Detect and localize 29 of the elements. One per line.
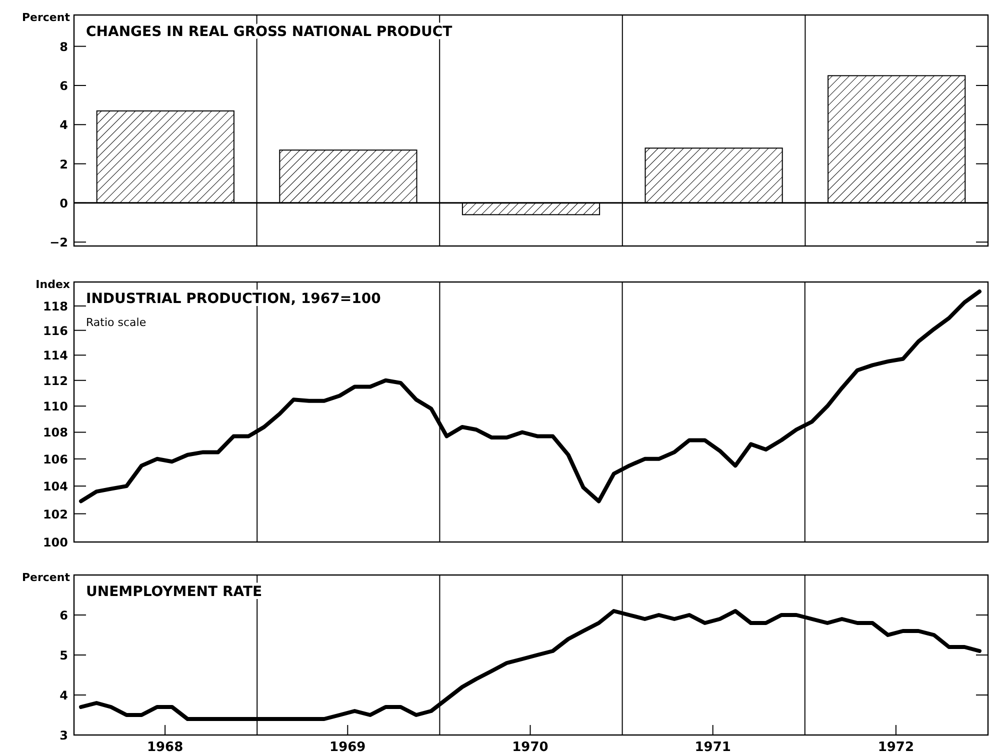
y-tick-label: −2 [50,236,68,250]
y-axis-title: Percent [22,11,70,24]
y-tick-label: 6 [60,78,68,93]
y-tick-label: 114 [42,348,68,363]
y-tick-label: 2 [60,157,68,172]
y-tick-label: 102 [42,507,68,522]
x-tick-label: 1968 [146,740,184,753]
text: Ratio scale [86,316,146,329]
y-tick-label: 100 [42,536,68,550]
y-tick-label: 104 [42,480,68,494]
y-tick-label: 118 [42,299,68,314]
y-tick-label: 6 [60,608,68,622]
x-tick-label: 1972 [878,740,914,753]
y-axis-title: Index [36,278,70,291]
y-tick-label: 116 [42,324,68,338]
y-tick-label: 110 [42,400,68,414]
y-tick-label: 5 [60,648,68,662]
y-tick-label: 3 [60,728,68,742]
y-axis-title: Percent [22,571,70,584]
y-tick-label: 4 [60,688,68,702]
y-tick-label: 108 [42,426,68,440]
y-tick-label: 8 [60,40,68,54]
x-tick-label: 1971 [694,740,731,753]
y-tick-label: 112 [42,374,68,388]
y-tick-label: 106 [42,452,68,466]
y-tick-label: 4 [60,118,68,132]
x-tick-label: 1969 [330,740,366,753]
x-tick-label: 1970 [512,740,548,753]
y-tick-label: 0 [60,196,68,210]
